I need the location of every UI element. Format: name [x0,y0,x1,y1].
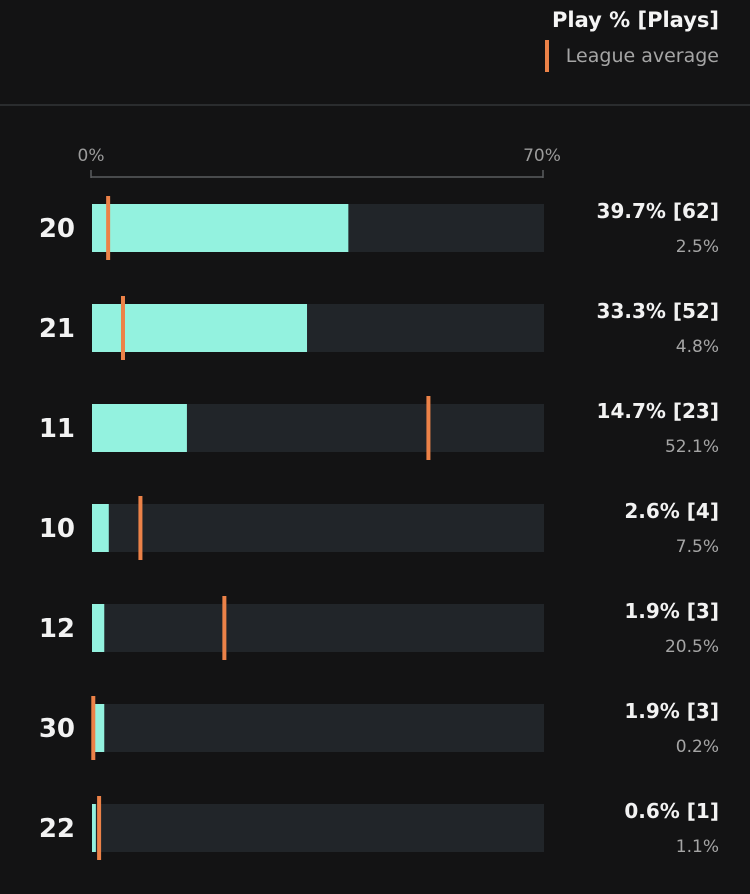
bar [92,804,96,852]
category-label: 22 [39,814,75,844]
value-label: 39.7% [62] [597,199,719,223]
league-average-marker [91,696,96,760]
bar-track [92,704,544,752]
value-label: 14.7% [23] [597,399,719,423]
league-average-marker [222,596,227,660]
legend-average-label: League average [565,45,719,67]
category-label: 21 [39,314,75,344]
chart-title: Play % [Plays] [552,8,719,32]
league-average-marker [138,496,143,560]
league-average-label: 2.5% [676,237,719,257]
bar [92,504,109,552]
category-label: 20 [39,214,75,244]
value-label: 33.3% [52] [597,299,719,323]
category-label: 30 [39,714,75,744]
category-label: 10 [39,514,75,544]
bar [92,604,105,652]
category-label: 12 [39,614,75,644]
league-average-marker [426,396,431,460]
bar [92,404,187,452]
league-average-label: 20.5% [665,637,719,657]
x-tick-label-min: 0% [78,146,105,166]
league-average-marker [97,796,102,860]
league-average-label: 1.1% [676,837,719,857]
bar-track [92,604,544,652]
value-label: 0.6% [1] [624,799,719,823]
league-average-label: 52.1% [665,437,719,457]
value-label: 1.9% [3] [624,599,719,623]
bar [92,204,349,252]
league-average-label: 4.8% [676,337,719,357]
league-average-label: 0.2% [676,737,719,757]
league-average-marker [106,196,111,260]
value-label: 2.6% [4] [624,499,719,523]
x-tick-label-max: 70% [523,146,561,166]
bar-track [92,804,544,852]
bar-track [92,504,544,552]
legend: League average [544,40,719,72]
league-average-marker [120,296,125,360]
category-label: 11 [39,414,75,444]
value-label: 1.9% [3] [624,699,719,723]
legend-average-swatch [544,40,549,72]
header-divider [0,104,750,106]
league-average-label: 7.5% [676,537,719,557]
bar [92,304,308,352]
